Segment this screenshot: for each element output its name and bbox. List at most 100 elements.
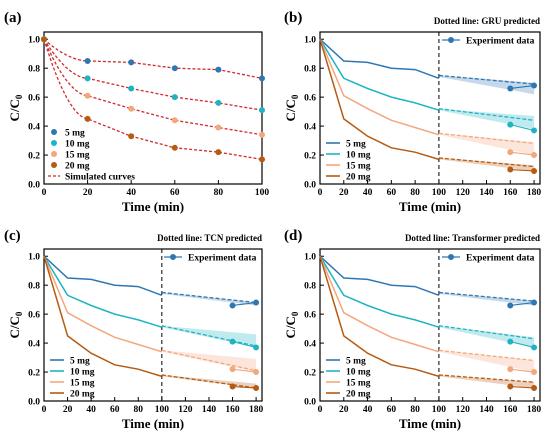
predicted-line <box>438 325 535 340</box>
experiment-point <box>531 299 538 306</box>
y-axis-title: C/C0 <box>7 311 24 338</box>
y-axis-title: C/C0 <box>283 94 300 121</box>
predicted-line <box>438 349 535 362</box>
prediction-band <box>438 292 535 306</box>
x-tick-label: 60 <box>110 405 120 415</box>
x-tick-label: 0 <box>42 405 47 415</box>
experiment-line <box>232 302 257 307</box>
experiment-point <box>253 344 260 351</box>
legend-swatch <box>51 151 57 157</box>
x-tick-label: 60 <box>170 188 180 198</box>
experiment-point <box>531 384 538 391</box>
x-tick-label: 0 <box>318 405 323 415</box>
x-tick-label: 140 <box>479 188 494 198</box>
predicted-line <box>438 291 535 302</box>
panel-label: (c) <box>4 228 21 244</box>
legend-label: 15 mg <box>346 162 371 172</box>
experiment-point <box>253 299 260 306</box>
y-tick-label: 0.6 <box>28 94 40 104</box>
x-tick-label: 140 <box>202 405 217 415</box>
legend-label: 5 mg <box>346 140 366 150</box>
x-tick-label: 120 <box>456 405 471 415</box>
y-tick-label: 0.6 <box>304 94 316 104</box>
data-point <box>171 65 178 72</box>
y-tick-label: 0.4 <box>28 123 40 133</box>
x-tick-label: 20 <box>83 188 93 198</box>
predicted-line <box>161 291 257 304</box>
data-point <box>84 92 91 99</box>
experiment-line <box>510 368 535 373</box>
legend-label: 10 mg <box>346 151 371 161</box>
panel-label: (a) <box>4 10 22 26</box>
data-point <box>84 57 91 64</box>
data-point <box>171 94 178 101</box>
experiment-point <box>531 344 538 351</box>
series-line <box>319 255 440 378</box>
simulated-curve <box>43 38 263 79</box>
series-line <box>43 255 163 328</box>
data-point <box>259 107 265 114</box>
experiment-point <box>531 127 538 134</box>
x-axis-title: Time (min) <box>399 416 461 431</box>
x-tick-label: 80 <box>410 188 420 198</box>
experiment-point <box>507 121 514 128</box>
series-line <box>319 38 440 111</box>
y-tick-label: 1.0 <box>304 36 316 46</box>
y-tick-label: 0.2 <box>28 369 40 379</box>
x-tick-label: 160 <box>503 405 518 415</box>
legend-label: 5 mg <box>346 357 366 367</box>
experiment-point <box>253 384 260 391</box>
predicted-line <box>161 374 257 389</box>
experiment-point <box>229 302 236 309</box>
experiment-point <box>507 149 514 156</box>
series-line <box>43 255 163 378</box>
chart-note: Dotted line: TCN predicted <box>157 233 262 243</box>
x-axis-title: Time (min) <box>122 199 184 214</box>
data-point <box>215 124 222 131</box>
experiment-line <box>232 385 257 389</box>
y-tick-label: 0.4 <box>28 340 40 350</box>
legend-label: Simulated curves <box>65 173 135 183</box>
y-tick-label: 0.6 <box>304 311 316 321</box>
legend-label: 10 mg <box>65 140 90 150</box>
series-line <box>319 255 440 353</box>
legend-swatch <box>448 254 454 260</box>
x-tick-label: 40 <box>363 188 373 198</box>
legend-label: 20 mg <box>65 162 90 172</box>
x-tick-label: 180 <box>527 405 542 415</box>
y-tick-label: 0.4 <box>304 340 316 350</box>
experiment-point <box>507 383 514 390</box>
experiment-point <box>531 369 538 376</box>
y-tick-label: 0.2 <box>304 152 316 162</box>
y-axis-title: C/C0 <box>7 94 24 121</box>
x-tick-label: 80 <box>134 405 144 415</box>
data-point <box>259 131 265 138</box>
prediction-band <box>161 292 257 306</box>
plot-frame <box>43 248 263 402</box>
experiment-point <box>531 152 538 159</box>
data-point <box>215 149 222 156</box>
y-tick-label: 0.8 <box>28 65 40 75</box>
x-tick-label: 40 <box>363 405 373 415</box>
y-tick-label: 0.2 <box>304 369 316 379</box>
x-tick-label: 180 <box>249 405 264 415</box>
legend-label: 20 mg <box>70 390 95 400</box>
experiment-point <box>507 166 514 173</box>
legend-label: 5 mg <box>70 357 90 367</box>
legend-label: 20 mg <box>346 390 371 400</box>
x-tick-label: 100 <box>155 405 170 415</box>
data-point <box>128 85 135 92</box>
legend-label: Experiment data <box>466 37 535 47</box>
data-point <box>128 133 135 140</box>
x-tick-label: 0 <box>42 188 47 198</box>
experiment-line <box>232 341 257 348</box>
prediction-band <box>438 75 535 95</box>
panel-label: (b) <box>284 10 302 26</box>
experiment-line <box>510 124 535 131</box>
legend-swatch <box>51 140 57 146</box>
legend-label: 15 mg <box>65 151 90 161</box>
chart-panel: (b) Dotted line: GRU predicted 0 20 40 60 80 10… <box>283 10 541 214</box>
chart-note: Dotted line: Transformer predicted <box>405 233 540 243</box>
y-tick-label: 0.8 <box>304 65 316 75</box>
x-tick-label: 100 <box>432 188 447 198</box>
